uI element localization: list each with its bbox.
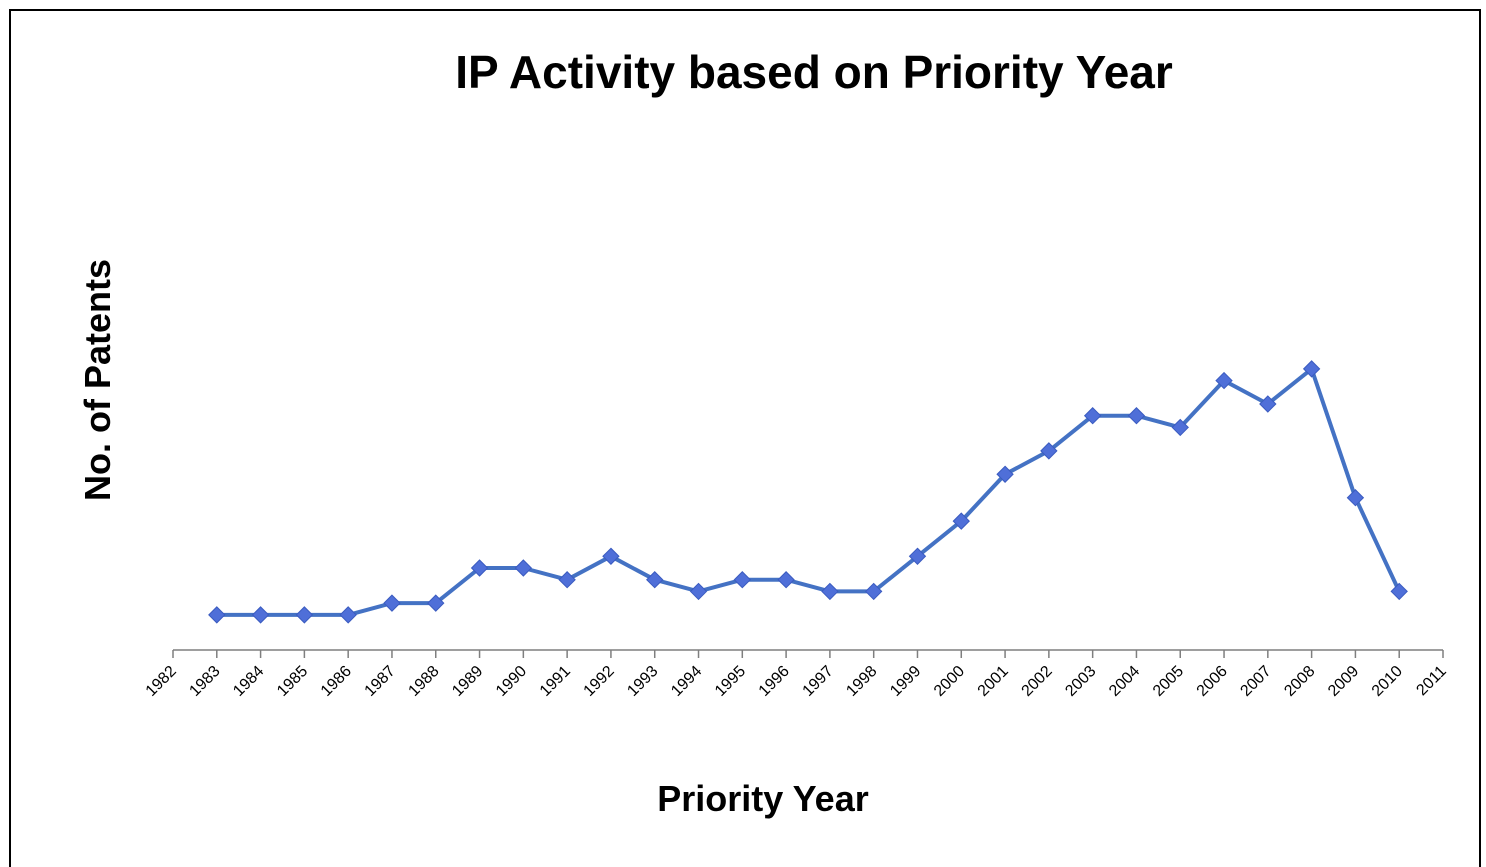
chart-frame [9, 9, 1481, 867]
x-tick-label: 1990 [493, 663, 530, 700]
data-point-marker [646, 571, 664, 589]
x-tick-label: 2010 [1369, 663, 1406, 700]
x-tick-label: 2006 [1194, 663, 1231, 700]
x-tick-label: 1982 [143, 663, 180, 700]
data-point-marker [821, 582, 839, 601]
data-point-marker [996, 465, 1014, 483]
data-point-marker [908, 547, 927, 565]
x-tick-label: 1999 [887, 663, 924, 700]
x-tick-label: 1984 [230, 663, 267, 700]
y-axis-title: No. of Patents [77, 259, 118, 501]
data-point-marker [1346, 489, 1365, 507]
data-point-marker [864, 582, 883, 601]
x-tick-label: 1986 [318, 663, 355, 700]
data-point-marker [602, 547, 620, 565]
x-tick-label: 2001 [975, 663, 1012, 700]
data-point-marker [952, 512, 970, 530]
data-point-marker [558, 571, 576, 589]
data-point-marker [1302, 360, 1321, 378]
series-line [216, 366, 1402, 617]
x-tick-label: 1985 [274, 663, 311, 700]
x-axis-tick-labels: 1982 1983 1984 1985 1986 1987 1988 1989 1990 1991… [143, 663, 1450, 700]
x-tick-label: 1991 [537, 663, 574, 700]
data-point-marker [1390, 582, 1408, 601]
x-tick-label: 2005 [1150, 663, 1187, 700]
x-tick-label: 1994 [668, 663, 705, 700]
x-tick-label: 2003 [1062, 663, 1099, 700]
data-point-marker [1171, 418, 1189, 437]
x-tick-label: 1993 [624, 663, 661, 700]
data-point-marker [208, 606, 226, 624]
x-tick-label: 2011 [1413, 663, 1449, 699]
x-tick-label: 1995 [712, 663, 749, 700]
data-point-marker [1127, 407, 1146, 425]
x-axis-ticks [172, 650, 1444, 658]
x-tick-label: 2002 [1019, 663, 1056, 700]
data-point-marker [514, 559, 533, 577]
data-point-marker [1083, 407, 1102, 425]
x-tick-label: 1996 [756, 663, 793, 700]
data-point-marker [383, 594, 401, 612]
x-tick-label: 1997 [800, 663, 837, 700]
x-axis-title: Priority Year [657, 778, 868, 819]
x-tick-label: 1983 [186, 663, 223, 700]
x-tick-label: 1992 [581, 663, 618, 700]
x-tick-label: 2004 [1106, 663, 1143, 700]
x-tick-label: 1998 [843, 663, 880, 700]
x-tick-label: 2000 [931, 663, 968, 700]
x-tick-label: 1989 [449, 663, 486, 700]
series-markers [208, 360, 1408, 624]
x-tick-label: 2009 [1325, 663, 1362, 700]
x-tick-label: 2007 [1237, 663, 1274, 700]
data-point-marker [470, 559, 489, 577]
data-point-marker [1040, 442, 1058, 460]
x-tick-label: 1988 [405, 663, 442, 700]
data-point-marker [427, 594, 445, 612]
data-point-marker [251, 606, 270, 624]
data-point-marker [295, 606, 314, 624]
data-point-marker [689, 582, 708, 601]
data-point-marker [1259, 395, 1277, 413]
data-point-marker [339, 606, 357, 624]
data-point-marker [733, 571, 752, 589]
chart-title: IP Activity based on Priority Year [455, 46, 1173, 98]
data-point-marker [777, 571, 795, 589]
data-point-marker [1215, 371, 1233, 390]
x-tick-label: 2008 [1281, 663, 1318, 700]
x-tick-label: 1987 [362, 663, 399, 700]
